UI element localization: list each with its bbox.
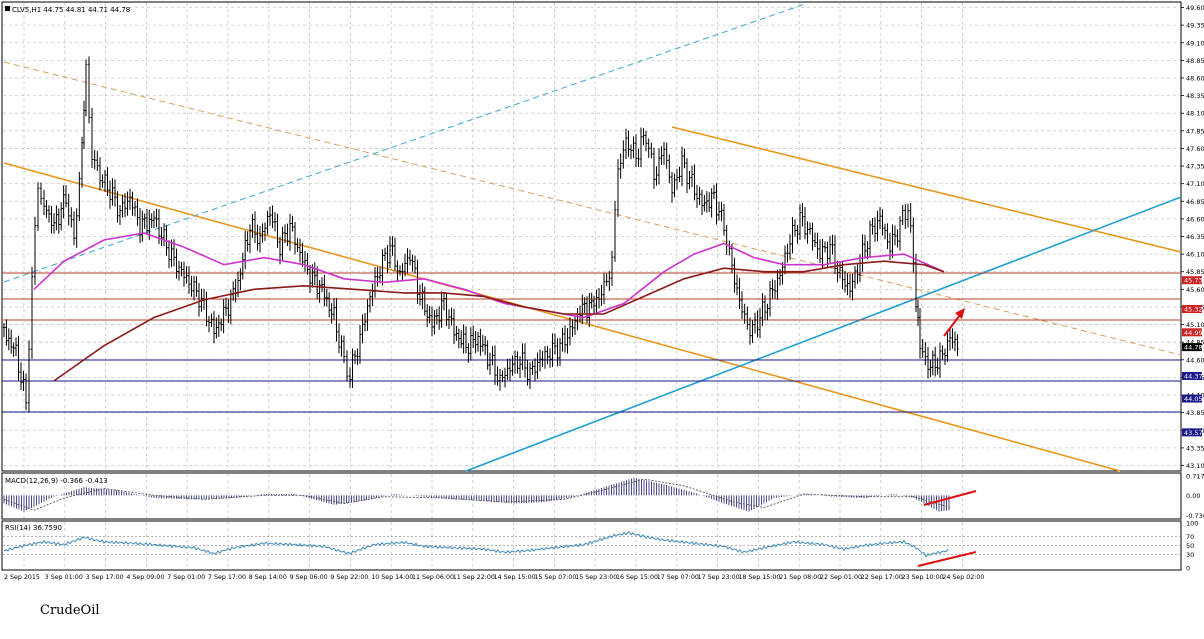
chart-caption: CrudeOil — [40, 603, 100, 618]
macd-tick-label: 0.717 — [1186, 472, 1204, 480]
rsi-series — [3, 531, 1180, 558]
time-tick-label: 22 Sep 17:00 — [861, 574, 903, 581]
price-tick-label: 44.60 — [1186, 356, 1204, 364]
trendline-blue-dashed — [3, 3, 806, 283]
channel-upper-orange — [671, 126, 1182, 253]
time-tick-label: 16 Sep 15:00 — [616, 574, 658, 581]
price-tag — [1182, 328, 1202, 337]
price-tick-label: 43.10 — [1186, 462, 1204, 470]
symbol-header: CLV5,H1 44.75 44.81 44.71 44.78 — [12, 6, 130, 14]
price-arrow-head — [955, 308, 965, 319]
price-tag-label: 45.32 — [1184, 306, 1203, 314]
time-tick-label: 21 Sep 08:00 — [779, 574, 821, 581]
time-tick-label: 14 Sep 15:00 — [494, 574, 536, 581]
rsi-line — [3, 531, 949, 558]
time-tick-label: 9 Sep 22:00 — [330, 574, 368, 581]
price-tag-label: 43.57 — [1184, 429, 1203, 437]
price-tick-label: 48.35 — [1186, 92, 1204, 100]
macd-series — [3, 477, 951, 512]
price-tag — [1182, 276, 1202, 285]
rsi-divergence-line — [917, 551, 977, 567]
macd-signal-line — [3, 478, 951, 511]
price-tick-label: 46.10 — [1186, 251, 1204, 259]
price-tag-label: 45.73 — [1184, 277, 1203, 285]
moving-averages — [33, 232, 945, 382]
trendlines — [2, 3, 1182, 472]
time-tick-label: 15 Sep 07:00 — [534, 574, 576, 581]
time-tick-label: 4 Sep 09:00 — [126, 574, 164, 581]
price-tick-label: 49.10 — [1186, 39, 1204, 47]
time-tick-label: 7 Sep 01:00 — [167, 574, 205, 581]
time-tick-label: 23 Sep 10:00 — [902, 574, 944, 581]
price-tick-label: 47.85 — [1186, 127, 1204, 135]
time-tick-label: 11 Sep 06:00 — [412, 574, 454, 581]
price-tick-label: 45.85 — [1186, 268, 1204, 276]
macd-label: MACD(12,26,9) -0.366 -0.413 — [5, 477, 108, 485]
moving-average-2 — [53, 260, 945, 382]
time-tick-label: 15 Sep 23:00 — [575, 574, 617, 581]
price-tick-label: 48.85 — [1186, 57, 1204, 65]
header-marker-icon — [5, 6, 10, 11]
price-tag — [1182, 343, 1202, 352]
channel-lower-orange — [3, 162, 1121, 472]
price-arrow — [943, 314, 961, 337]
time-tick-label: 3 Sep 17:00 — [86, 574, 124, 581]
price-tick-label: 43.35 — [1186, 444, 1204, 452]
rsi-tick-label: 0 — [1186, 565, 1190, 573]
rsi-label: RSI(14) 36.7590 — [5, 524, 62, 532]
time-tick-label: 18 Sep 15:00 — [738, 574, 780, 581]
time-axis: 2 Sep 2015 3 Sep 01:00 3 Sep 17:00 4 Sep 09… — [4, 574, 984, 581]
price-tick-label: 46.60 — [1186, 215, 1204, 223]
price-tick-label: 43.85 — [1186, 409, 1204, 417]
price-tag-label: 44.05 — [1184, 395, 1203, 403]
price-tag — [1182, 305, 1202, 314]
price-tag-label: 44.99 — [1184, 329, 1203, 337]
macd-tick-label: -0.736 — [1186, 512, 1204, 520]
time-tick-label: 8 Sep 14:00 — [249, 574, 287, 581]
time-tick-label: 7 Sep 17:00 — [208, 574, 246, 581]
price-tag — [1182, 372, 1202, 380]
macd-tick-label: 0.00 — [1186, 492, 1200, 500]
price-tick-label: 47.35 — [1186, 163, 1204, 171]
time-tick-label: 24 Sep 02:00 — [942, 574, 984, 581]
time-tick-label: 17 Sep 07:00 — [657, 574, 699, 581]
price-tick-label: 48.60 — [1186, 74, 1204, 82]
price-tick-label: 45.60 — [1186, 286, 1204, 294]
time-tick-label: 17 Sep 23:00 — [698, 574, 740, 581]
price-tick-label: 47.60 — [1186, 145, 1204, 153]
price-tick-label: 48.10 — [1186, 110, 1204, 118]
price-tick-label: 47.10 — [1186, 180, 1204, 188]
price-tick-label: 49.60 — [1186, 4, 1204, 12]
price-tag-label: 44.78 — [1184, 344, 1203, 352]
price-series — [2, 56, 959, 413]
moving-average-1 — [33, 232, 945, 319]
price-tick-label: 46.35 — [1186, 233, 1204, 241]
trendline-blue — [465, 196, 1182, 472]
price-axis: 49.60 49.35 49.10 48.85 48.60 48.35 48.10 47.85… — [1181, 4, 1204, 573]
annotation-arrows — [917, 308, 977, 567]
rsi-tick-label: 70 — [1186, 533, 1194, 541]
macd-divergence-line — [923, 490, 977, 506]
time-tick-label: 3 Sep 01:00 — [45, 574, 83, 581]
time-tick-label: 9 Sep 06:00 — [290, 574, 328, 581]
price-tick-label: 46.85 — [1186, 198, 1204, 206]
time-tick-label: 2 Sep 2015 — [4, 574, 40, 581]
price-tag — [1182, 394, 1202, 403]
rsi-tick-label: 50 — [1186, 542, 1194, 550]
price-tick-label: 49.35 — [1186, 22, 1204, 30]
channel-mid-dashed — [3, 61, 1182, 356]
price-tag — [1182, 428, 1202, 437]
time-tick-label: 11 Sep 22:00 — [453, 574, 495, 581]
time-tick-label: 10 Sep 14:00 — [371, 574, 413, 581]
rsi-tick-label: 30 — [1186, 551, 1194, 559]
price-tick-label: 44.85 — [1186, 339, 1204, 347]
price-tick-label: 45.10 — [1186, 321, 1204, 329]
time-tick-label: 22 Sep 01:00 — [820, 574, 862, 581]
price-tag-label: 44.37 — [1184, 373, 1203, 381]
rsi-tick-label: 100 — [1186, 520, 1198, 528]
